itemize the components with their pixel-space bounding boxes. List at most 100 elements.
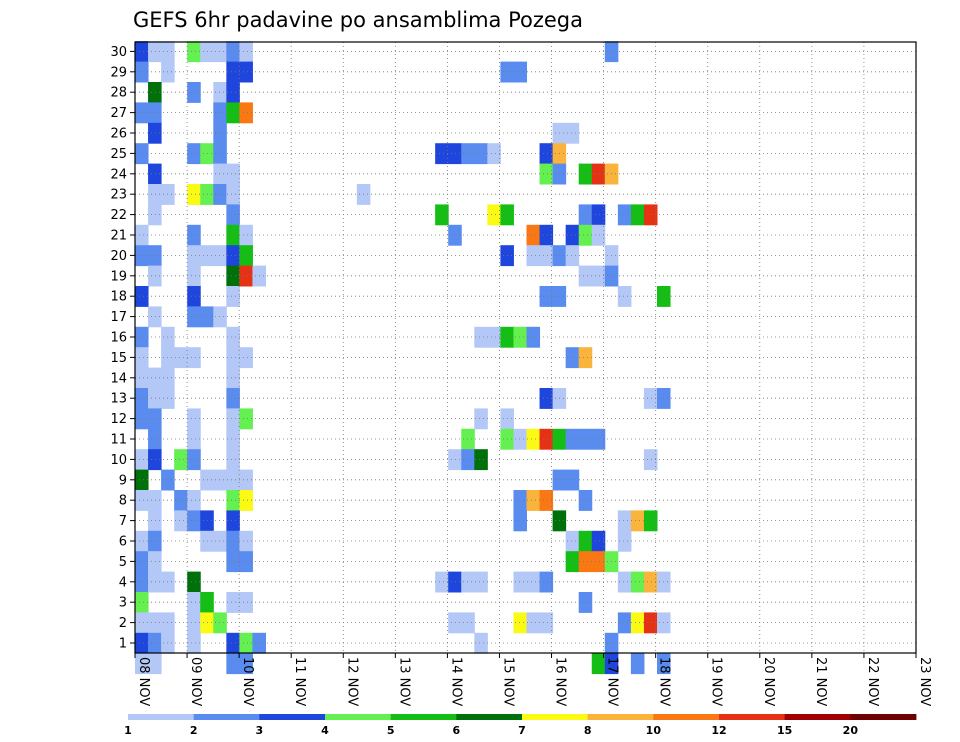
heatmap-cell (135, 245, 149, 267)
heatmap-cell (565, 428, 580, 450)
heatmap-cell (578, 551, 593, 573)
heatmap-cell (565, 347, 580, 369)
heatmap-cell (226, 592, 240, 613)
heatmap-cell (657, 653, 671, 675)
heatmap-cell (461, 449, 475, 471)
heatmap-cell (513, 326, 527, 348)
heatmap-cell (239, 102, 253, 124)
legend-swatch (259, 714, 326, 720)
legend-swatch (719, 714, 786, 720)
y-tick-label: 21 (110, 229, 127, 244)
heatmap-cell (226, 184, 240, 205)
y-tick-label: 26 (110, 127, 127, 142)
heatmap-cell (591, 265, 606, 287)
heatmap-cell (513, 612, 527, 634)
heatmap-cell (187, 224, 201, 246)
heatmap-cell (643, 449, 658, 471)
legend-label: 8 (584, 724, 592, 737)
heatmap-cell (578, 347, 593, 369)
heatmap-cell (135, 326, 149, 348)
legend-swatch (522, 714, 589, 720)
heatmap-cell (148, 428, 162, 450)
heatmap-cell (226, 632, 240, 654)
heatmap-cell (187, 612, 201, 634)
legend-label: 1 (124, 724, 132, 737)
heatmap-cell (591, 224, 606, 246)
x-tick-label: 13 NOV (396, 657, 411, 706)
heatmap-cell (643, 204, 658, 226)
heatmap-cell (617, 510, 632, 532)
heatmap-cell (643, 571, 658, 593)
heatmap-cell (239, 530, 253, 552)
heatmap-cell (213, 245, 227, 267)
heatmap-cell (435, 204, 449, 226)
heatmap-cell (591, 163, 606, 185)
x-tick-label: 18 NOV (657, 657, 672, 706)
heatmap-cell (617, 204, 632, 226)
heatmap-cell (591, 428, 606, 450)
heatmap-cell (226, 204, 240, 226)
heatmap-cell (239, 61, 253, 83)
heatmap-cell (148, 306, 162, 328)
heatmap-cell (226, 530, 240, 552)
heatmap-cell (148, 245, 162, 267)
heatmap-cell (239, 632, 253, 654)
y-tick-label: 11 (110, 433, 127, 448)
heatmap-cell (565, 122, 580, 144)
y-tick-label: 19 (110, 269, 127, 284)
heatmap-cell (148, 632, 162, 654)
heatmap-cell (617, 612, 632, 634)
heatmap-cell (226, 490, 240, 511)
heatmap-cell (630, 653, 645, 675)
heatmap-cell (630, 204, 645, 226)
heatmap-cell (187, 184, 201, 205)
heatmap-cell (135, 449, 149, 471)
heatmap-cell (174, 490, 188, 511)
heatmap-cell (513, 428, 527, 450)
heatmap-cell (226, 286, 240, 307)
y-tick-label: 1 (119, 637, 127, 652)
heatmap-cell (578, 224, 593, 246)
heatmap-cell (578, 428, 593, 450)
heatmap-cell (187, 428, 201, 450)
heatmap-cell (187, 408, 201, 430)
heatmap-cell (487, 204, 501, 226)
legend-swatch (325, 714, 392, 720)
heatmap-cell (578, 204, 593, 226)
heatmap-cell (539, 163, 554, 185)
heatmap-cell (187, 571, 201, 593)
heatmap-cell (187, 592, 201, 613)
x-tick-label: 10 NOV (240, 657, 255, 706)
legend-swatch (193, 714, 260, 720)
heatmap-cell (213, 184, 227, 205)
heatmap-cell (148, 204, 162, 226)
y-tick-label: 3 (119, 596, 127, 611)
legend-label: 15 (777, 724, 792, 737)
y-tick-label: 9 (119, 473, 127, 488)
heatmap-cell (591, 653, 606, 675)
legend-label: 4 (321, 724, 329, 737)
heatmap-cell (239, 490, 253, 511)
heatmap-cell (539, 224, 554, 246)
heatmap-cell (148, 408, 162, 430)
heatmap-cell (526, 571, 541, 593)
heatmap-cell (474, 408, 488, 430)
heatmap-cell (487, 143, 501, 165)
heatmap-cell (226, 245, 240, 267)
y-tick-label: 12 (110, 412, 127, 427)
heatmap-cell (148, 102, 162, 124)
heatmap-cell (135, 612, 149, 634)
heatmap-cell (643, 388, 658, 409)
heatmap-cell (226, 41, 240, 63)
heatmap-cell (591, 551, 606, 573)
heatmap-cell (187, 286, 201, 307)
heatmap-cell (487, 326, 501, 348)
heatmap-cell (578, 265, 593, 287)
heatmap-cell (526, 612, 541, 634)
heatmap-cell (148, 184, 162, 205)
x-tick-label: 22 NOV (865, 657, 880, 706)
heatmap-cell (135, 286, 149, 307)
heatmap-cell (226, 408, 240, 430)
heatmap-cell (239, 347, 253, 369)
heatmap-cell (187, 449, 201, 471)
